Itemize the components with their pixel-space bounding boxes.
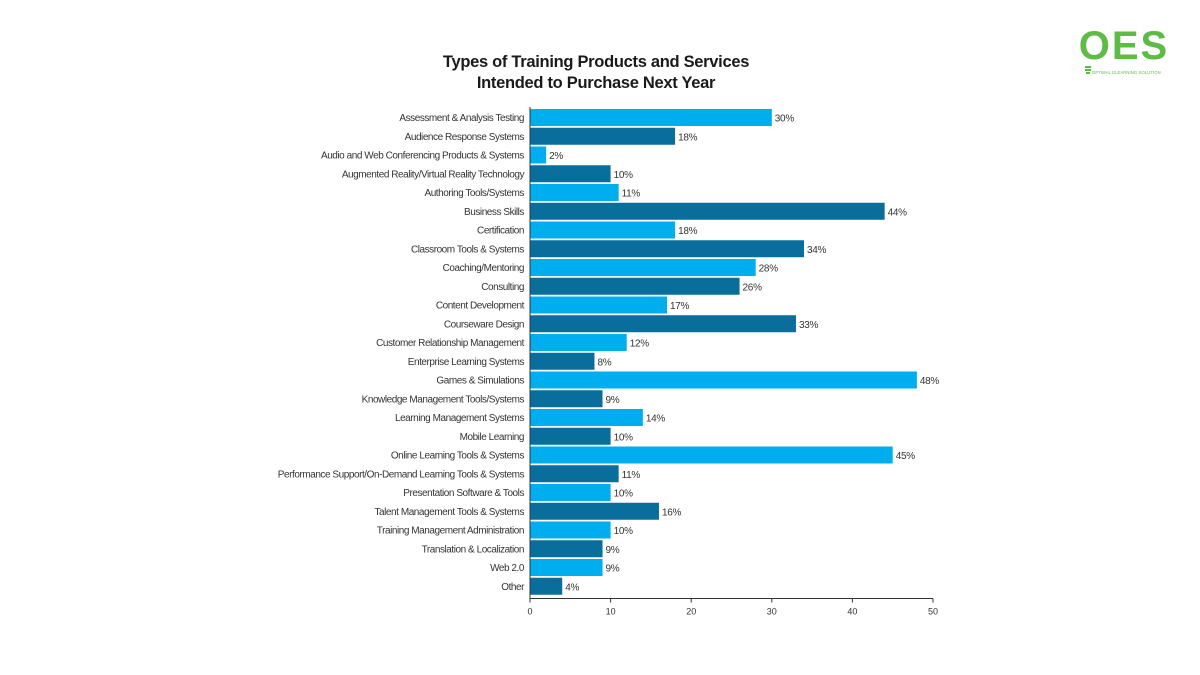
value-label: 10% — [614, 432, 634, 443]
bar — [530, 390, 603, 408]
bar — [530, 221, 676, 239]
category-label: Knowledge Management Tools/Systems — [362, 394, 525, 405]
value-label: 12% — [630, 339, 650, 350]
category-label: Assessment & Analysis Testing — [399, 113, 524, 124]
category-label: Classroom Tools & Systems — [411, 244, 524, 255]
value-label: 18% — [678, 226, 698, 237]
category-label: Business Skills — [464, 207, 524, 218]
chart-title: Types of Training Products and Services … — [396, 52, 796, 94]
category-label: Other — [501, 582, 525, 593]
bar — [530, 446, 893, 464]
value-label: 34% — [807, 245, 827, 256]
chart-title-line-2: Intended to Purchase Next Year — [476, 74, 716, 92]
bars-layer: Assessment & Analysis Testing 30% Audience… — [278, 109, 940, 595]
value-label: 30% — [775, 114, 795, 125]
category-label: Augmented Reality/Virtual Reality Techno… — [342, 169, 525, 180]
category-label: Presentation Software & Tools — [403, 488, 524, 499]
bar — [530, 577, 563, 595]
value-label: 4% — [565, 582, 579, 593]
value-label: 45% — [896, 451, 916, 462]
bar — [530, 521, 611, 539]
bar — [530, 371, 917, 389]
x-axis: 0 10 20 30 40 50 — [527, 107, 938, 617]
bar — [530, 334, 627, 351]
logo-text: OES — [1078, 24, 1170, 68]
value-label: 8% — [597, 357, 611, 368]
category-label: Consulting — [481, 282, 524, 293]
oes-logo: OES OPTIMAL ELEARNING SOLUTION — [1064, 24, 1184, 82]
value-label: 10% — [614, 526, 634, 537]
category-label: Online Learning Tools & Systems — [391, 451, 525, 462]
bar — [530, 427, 611, 445]
category-label: Performance Support/On-Demand Learning T… — [278, 469, 525, 480]
category-label: Learning Management Systems — [395, 413, 524, 424]
value-label: 9% — [606, 395, 620, 406]
bar — [530, 109, 772, 126]
x-tick-label: 50 — [928, 607, 938, 617]
value-label: 17% — [670, 301, 690, 312]
bar — [530, 184, 619, 201]
category-label: Certification — [477, 226, 524, 237]
category-label: Games & Simulations — [436, 376, 524, 387]
category-label: Authoring Tools/Systems — [424, 188, 524, 199]
bar — [530, 165, 611, 183]
value-label: 11% — [622, 189, 641, 200]
logo-tagline: OPTIMAL ELEARNING SOLUTION — [1092, 70, 1161, 75]
value-label: 44% — [888, 207, 908, 218]
category-label: Translation & Localization — [422, 544, 524, 555]
x-tick-label: 30 — [767, 607, 777, 617]
bar — [530, 277, 740, 295]
bar — [530, 502, 659, 520]
bar — [530, 240, 805, 258]
bar — [530, 352, 595, 370]
x-tick-label: 10 — [606, 607, 616, 617]
bar — [530, 315, 796, 333]
category-label: Audio and Web Conferencing Products & Sy… — [321, 151, 524, 162]
value-label: 10% — [614, 489, 634, 500]
value-label: 48% — [920, 376, 940, 387]
category-label: Audience Response Systems — [405, 132, 525, 143]
value-label: 10% — [614, 170, 634, 181]
value-label: 11% — [622, 470, 641, 481]
bar — [530, 296, 668, 314]
bar — [530, 465, 619, 483]
value-label: 2% — [549, 151, 563, 162]
value-label: 28% — [759, 264, 779, 275]
category-label: Training Management Administration — [377, 526, 524, 537]
category-label: Courseware Design — [444, 319, 524, 330]
value-label: 14% — [646, 414, 666, 425]
bar — [530, 127, 676, 145]
value-label: 26% — [743, 282, 763, 293]
bar — [530, 540, 603, 558]
value-label: 9% — [606, 545, 620, 556]
x-tick-label: 0 — [527, 607, 532, 617]
value-label: 16% — [662, 507, 682, 518]
x-tick-label: 40 — [847, 607, 857, 617]
category-label: Talent Management Tools & Systems — [375, 507, 525, 518]
value-label: 33% — [799, 320, 819, 331]
bar — [530, 559, 603, 576]
bar — [530, 202, 885, 220]
bar — [530, 409, 643, 426]
chart-title-line-1: Types of Training Products and Services — [442, 53, 750, 71]
category-label: Content Development — [436, 301, 525, 312]
category-label: Enterprise Learning Systems — [408, 357, 525, 368]
category-label: Coaching/Mentoring — [443, 263, 524, 274]
category-label: Mobile Learning — [460, 432, 524, 443]
bar — [530, 259, 756, 276]
value-label: 18% — [678, 132, 698, 143]
bar — [530, 146, 547, 164]
category-label: Customer Relationship Management — [376, 338, 525, 349]
lightbulb-icon — [1085, 66, 1091, 74]
category-label: Web 2.0 — [490, 563, 525, 574]
bar — [530, 484, 611, 501]
value-label: 9% — [606, 564, 620, 575]
x-tick-label: 20 — [686, 607, 696, 617]
